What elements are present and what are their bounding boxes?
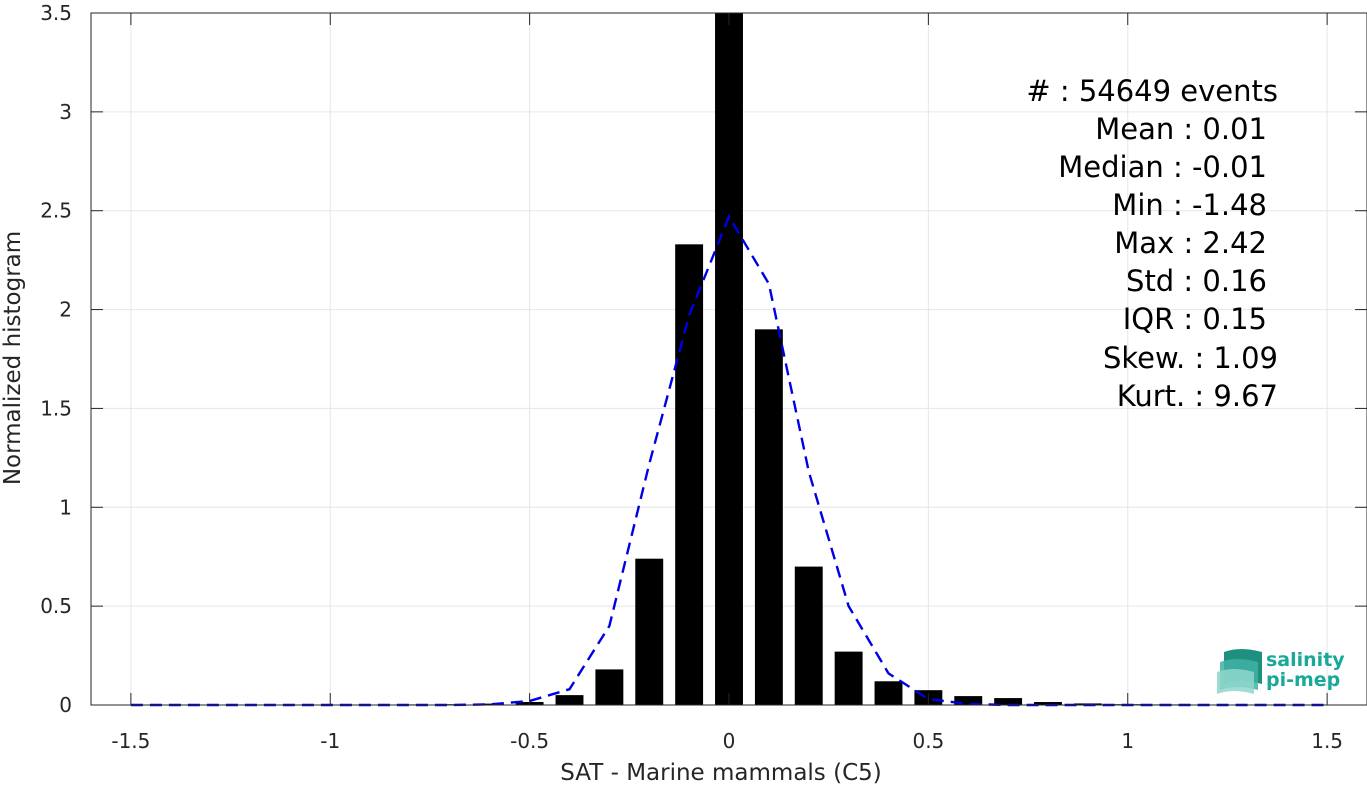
histogram-bar bbox=[635, 558, 664, 705]
logo-text-pi-mep: pi-mep bbox=[1266, 669, 1340, 691]
histogram-bar bbox=[954, 696, 983, 705]
stat-max: Max : 2.42 bbox=[1114, 226, 1267, 260]
histogram-bar bbox=[834, 651, 863, 705]
logo-wave-icon bbox=[1217, 649, 1262, 694]
stat-median: Median : -0.01 bbox=[1058, 150, 1267, 184]
y-tick-label: 2.5 bbox=[40, 199, 72, 223]
histogram-bars bbox=[116, 13, 1342, 705]
y-axis-ticks: 0 0.5 1 1.5 2 2.5 3 3.5 bbox=[40, 1, 1367, 717]
stat-events: # : 54649 events bbox=[1026, 74, 1278, 108]
x-axis-label: SAT - Marine mammals (C5) bbox=[560, 760, 882, 785]
histogram-bar bbox=[994, 698, 1023, 705]
stats-block: # : 54649 events Mean : 0.01 Median : -0… bbox=[1026, 74, 1278, 413]
y-tick-label: 0 bbox=[59, 693, 72, 717]
x-tick-label: -1.5 bbox=[111, 729, 150, 753]
histogram-bar bbox=[794, 566, 823, 705]
logo-text-salinity: salinity bbox=[1266, 649, 1345, 671]
histogram-bar bbox=[1034, 702, 1062, 705]
histogram-bar bbox=[555, 695, 584, 705]
histogram-bar bbox=[874, 681, 903, 705]
y-axis-label: Normalized histogram bbox=[0, 231, 26, 485]
salinity-pi-mep-logo: salinity pi-mep bbox=[1217, 649, 1345, 694]
x-tick-label: -0.5 bbox=[510, 729, 549, 753]
y-tick-label: 1 bbox=[59, 495, 72, 519]
stat-skew: Skew. : 1.09 bbox=[1103, 341, 1278, 375]
histogram-bar bbox=[475, 703, 504, 705]
histogram-bar bbox=[715, 13, 743, 705]
stat-std: Std : 0.16 bbox=[1126, 264, 1267, 298]
y-tick-label: 0.5 bbox=[40, 594, 72, 618]
y-tick-label: 3.5 bbox=[40, 1, 72, 25]
histogram-bar bbox=[595, 669, 624, 705]
stat-mean: Mean : 0.01 bbox=[1095, 112, 1267, 146]
x-tick-label: 1 bbox=[1121, 729, 1134, 753]
y-tick-label: 3 bbox=[59, 100, 72, 124]
x-tick-label: 1.5 bbox=[1311, 729, 1343, 753]
x-tick-label: 0 bbox=[723, 729, 736, 753]
histogram-bar bbox=[754, 329, 783, 705]
x-axis-ticks: -1.5 -1 -0.5 0 0.5 1 1.5 bbox=[111, 13, 1343, 753]
stat-iqr: IQR : 0.15 bbox=[1123, 302, 1267, 336]
y-tick-label: 1.5 bbox=[40, 396, 72, 420]
x-tick-label: -1 bbox=[320, 729, 340, 753]
stat-min: Min : -1.48 bbox=[1112, 188, 1267, 222]
y-tick-label: 2 bbox=[59, 298, 72, 322]
histogram-bar bbox=[675, 244, 704, 705]
stat-kurt: Kurt. : 9.67 bbox=[1117, 379, 1278, 413]
x-tick-label: 0.5 bbox=[912, 729, 944, 753]
